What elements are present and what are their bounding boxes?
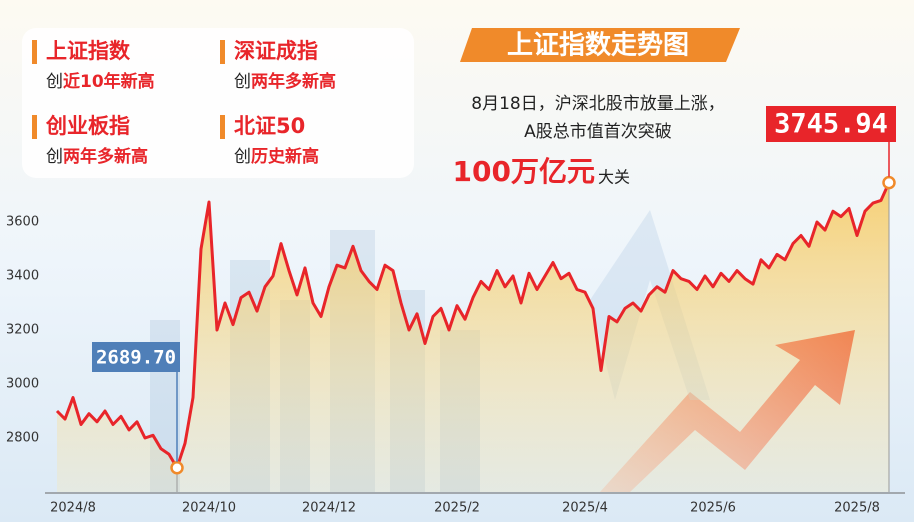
y-tick-label: 3600 [6, 215, 39, 230]
point-marker [170, 461, 184, 475]
highlight-name: 上证指数 [46, 39, 131, 63]
highlight-text: 两年多新高 [63, 146, 148, 167]
point-marker [882, 175, 896, 190]
annotation-highlight: 100万亿元 [453, 155, 595, 188]
highlight-bar [220, 115, 225, 139]
highlight-text: 两年多新高 [251, 71, 336, 92]
highlight-desc: 创近10年新高 [46, 71, 155, 92]
value-label-box [766, 106, 896, 142]
highlight-bar [32, 115, 37, 139]
y-tick-label: 3000 [6, 377, 39, 392]
value-label: 3745.94 [774, 109, 888, 140]
highlight-bar [32, 40, 37, 64]
highlight-bar [220, 40, 225, 64]
annotation-suffix: 大关 [598, 168, 630, 187]
info-panel [22, 28, 414, 178]
x-tick-label: 2025/6 [690, 501, 736, 516]
annotation-line: 8月18日，沪深北股市放量上涨， [471, 94, 724, 114]
highlight-name: 深证成指 [234, 39, 318, 63]
highlight-prefix: 创 [46, 72, 63, 92]
highlight-name: 创业板指 [45, 114, 130, 138]
annotation-line: A股总市值首次突破 [524, 122, 672, 142]
value-label-box [92, 342, 180, 372]
x-tick-label: 2024/12 [302, 501, 356, 516]
x-tick-label: 2024/8 [50, 501, 96, 516]
highlight-prefix: 创 [46, 147, 63, 167]
highlight-text: 近10年新高 [63, 71, 155, 92]
line [55, 181, 891, 470]
title-banner [460, 28, 740, 62]
area [57, 182, 889, 492]
y-tick-label: 2800 [6, 431, 39, 446]
value-label: 2689.70 [96, 347, 176, 369]
highlight-name: 北证50 [234, 114, 305, 138]
y-tick-label: 3200 [6, 323, 39, 338]
x-tick-label: 2025/4 [562, 501, 608, 516]
y-tick-label: 3400 [6, 269, 39, 284]
highlight-prefix: 创 [234, 147, 251, 167]
x-tick-label: 2024/10 [182, 501, 236, 516]
x-tick-label: 2025/8 [834, 501, 880, 516]
chart-title: 上证指数走势图 [507, 31, 689, 61]
highlight-desc: 创两年多新高 [234, 71, 336, 92]
highlight-text: 历史新高 [251, 146, 319, 167]
highlight-desc: 创历史新高 [234, 146, 319, 167]
highlight-prefix: 创 [234, 72, 251, 92]
x-tick-label: 2025/2 [434, 501, 480, 516]
highlight-desc: 创两年多新高 [46, 146, 148, 167]
